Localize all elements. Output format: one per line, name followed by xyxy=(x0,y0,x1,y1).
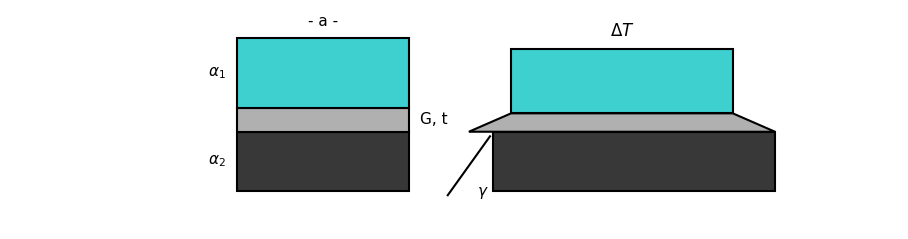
Text: - a -: - a - xyxy=(308,14,338,29)
Bar xyxy=(237,108,409,132)
Bar xyxy=(494,132,775,191)
Text: $\alpha_2$: $\alpha_2$ xyxy=(208,153,226,169)
Polygon shape xyxy=(469,113,775,132)
Bar xyxy=(237,38,409,108)
Text: G, t: G, t xyxy=(419,112,448,127)
Bar xyxy=(237,132,409,191)
Text: $\gamma$: $\gamma$ xyxy=(478,185,489,201)
Text: $\Delta T$: $\Delta T$ xyxy=(609,22,634,40)
Bar xyxy=(511,49,733,113)
Text: $\alpha_1$: $\alpha_1$ xyxy=(208,65,226,81)
